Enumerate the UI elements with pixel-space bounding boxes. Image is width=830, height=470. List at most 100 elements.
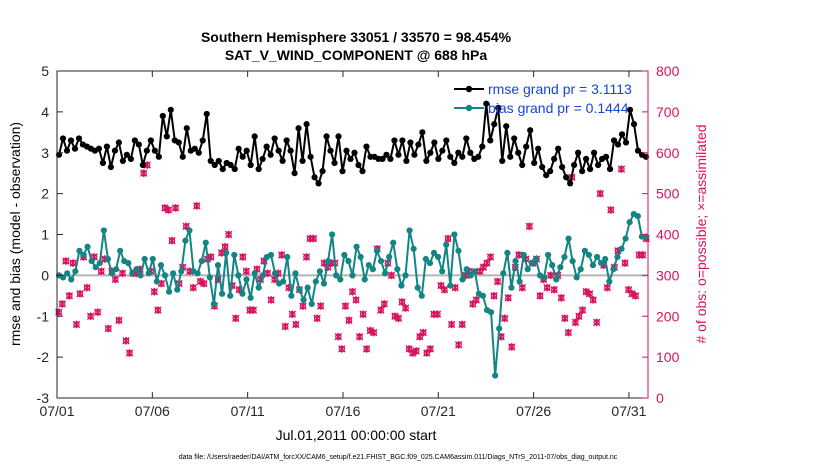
obs-assimilated-marker (168, 236, 176, 245)
rmse-point (359, 168, 366, 175)
rmse-point (339, 168, 346, 175)
obs-assimilated-marker (348, 287, 357, 296)
rmse-point (435, 155, 442, 162)
data-file-footer: data file: /Users/raeder/DAI/ATM_forcXX/… (179, 454, 618, 461)
rmse-series (55, 100, 650, 187)
rmse-point (555, 145, 562, 152)
rmse-point (507, 153, 514, 160)
rmse-point (243, 147, 250, 154)
rmse-point (355, 161, 362, 169)
rmse-point (107, 163, 115, 171)
obs-assimilated-marker (207, 253, 215, 261)
bias-point (304, 284, 311, 291)
rmse-point (463, 135, 470, 142)
bias-point (341, 251, 348, 259)
bias-point (202, 239, 209, 246)
bias-point (312, 278, 319, 285)
y2-tick-label: 800 (656, 63, 680, 79)
rmse-point (499, 157, 506, 165)
obs-assimilated-marker (561, 314, 569, 323)
obs-assimilated-marker (193, 202, 201, 210)
bias-point (373, 247, 381, 254)
rmse-point (331, 159, 338, 167)
bias-point (524, 266, 531, 273)
bias-point (104, 255, 112, 263)
rmse-point (63, 147, 71, 154)
chart-title-line1: Southern Hemisphere 33051 / 33570 = 98.4… (201, 29, 512, 45)
obs-assimilated-marker (433, 310, 442, 319)
rmse-point (251, 133, 258, 140)
bias-point (459, 276, 466, 283)
bias-point (72, 268, 79, 275)
bias-point (398, 282, 405, 289)
obs-assimilated-marker (550, 285, 558, 294)
bias-point (553, 276, 560, 283)
y2-tick-label: 500 (656, 186, 680, 202)
obs-assimilated-marker (239, 253, 247, 261)
rmse-point (419, 129, 426, 136)
rmse-point (363, 143, 370, 150)
rmse-point (295, 125, 302, 132)
obs-assimilated-marker (377, 306, 385, 314)
bias-point (512, 257, 519, 265)
rmse-point (351, 149, 358, 156)
bias-point (426, 260, 434, 267)
obs-assimilated-marker (458, 320, 466, 329)
rmse-point (155, 153, 162, 160)
obs-assimilated-marker (621, 259, 629, 267)
rmse-point (563, 174, 570, 181)
rmse-point (231, 166, 238, 173)
obs-assimilated-marker (140, 169, 148, 177)
rmse-point (271, 135, 278, 142)
bias-point (516, 278, 523, 285)
rmse-point (622, 139, 630, 146)
bias-point (345, 257, 352, 265)
rmse-point (67, 137, 75, 144)
rmse-point (215, 157, 222, 165)
rmse-point (583, 155, 590, 162)
obs-assimilated-marker (412, 347, 420, 355)
bias-point (271, 270, 279, 277)
rmse-point (207, 157, 214, 165)
rmse-point (503, 123, 510, 130)
obs-assimilated-marker (370, 328, 378, 337)
bias-point (463, 266, 470, 273)
obs-assimilated-marker (316, 302, 325, 310)
rmse-point (347, 155, 354, 162)
obs-assimilated-marker (557, 294, 565, 302)
bias-point (593, 253, 601, 261)
bias-point (353, 243, 360, 250)
bias-point (540, 274, 548, 281)
obs-assimilated-marker (607, 206, 615, 214)
y-axis-label: rmse and bias (model - observation) (7, 122, 23, 346)
obs-assimilated-marker (288, 310, 297, 319)
rmse-point (475, 153, 482, 160)
bias-point (157, 262, 165, 269)
bias-point (108, 270, 116, 277)
bias-point (532, 255, 540, 263)
legend-bias-label: bias grand pr = 0.1444 (488, 100, 629, 116)
rmse-point (135, 141, 142, 148)
bias-point (316, 268, 323, 275)
rmse-point (590, 149, 598, 156)
rmse-point (247, 161, 254, 169)
bias-point (406, 227, 413, 234)
obs-assimilated-marker (217, 249, 226, 257)
rmse-point (399, 137, 406, 144)
rmse-point (219, 166, 226, 173)
bias-point (88, 257, 95, 265)
rmse-point (495, 104, 502, 111)
rmse-point (323, 133, 330, 140)
bias-point (455, 247, 462, 254)
obs-assimilated-marker (589, 296, 597, 304)
bias-point (447, 282, 454, 289)
bias-point (267, 251, 275, 259)
chart-title-line2: SAT_V_WIND_COMPONENT @ 688 hPa (225, 47, 488, 63)
rmse-point (602, 153, 610, 160)
y-tick-label: 3 (41, 145, 49, 161)
rmse-point (455, 149, 462, 156)
obs-assimilated-marker (515, 251, 523, 259)
y2-tick-label: 600 (656, 145, 680, 161)
obs-assimilated-marker (617, 165, 626, 173)
obs-assimilated-marker (582, 287, 590, 296)
